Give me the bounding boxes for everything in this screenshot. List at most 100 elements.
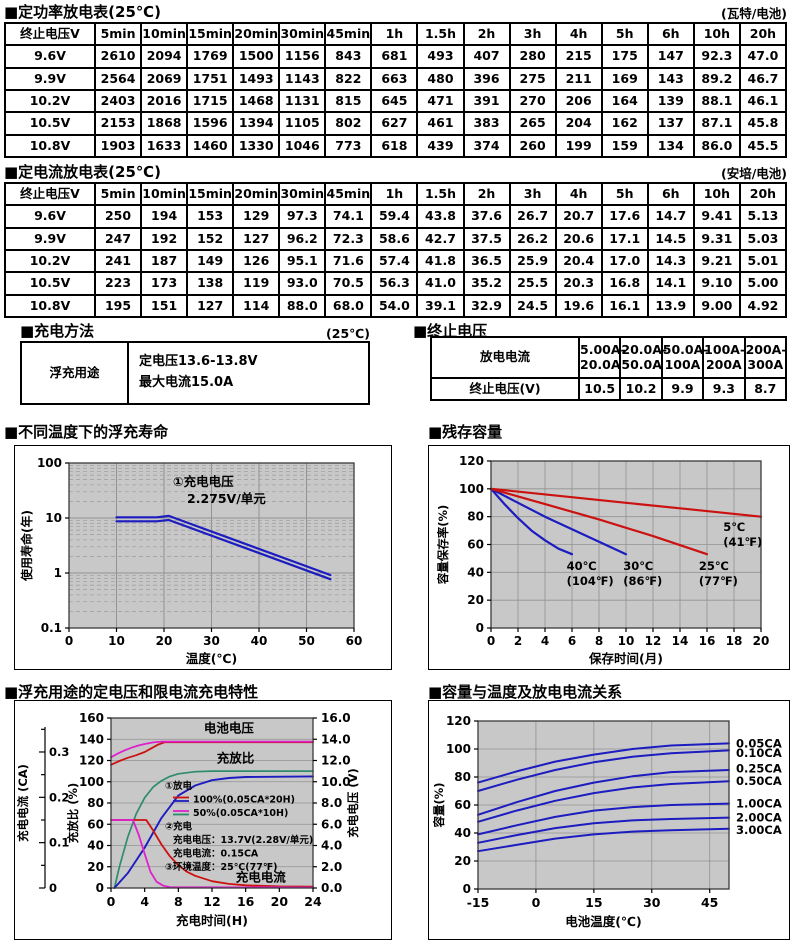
table-cell: 5min: [93, 21, 143, 47]
table-cell: 定电压13.6-13.8V 最大电流15.0A: [127, 341, 370, 405]
svg-text:0: 0: [476, 621, 484, 635]
svg-text:6: 6: [568, 634, 576, 648]
table-cell: 2069: [140, 66, 189, 91]
table-cell: 1156: [278, 44, 327, 69]
table-cell: 88.1: [692, 88, 741, 114]
table-cell: 43.8: [416, 204, 465, 229]
table-cell: 270: [508, 88, 557, 114]
table-cell: 374: [462, 133, 511, 159]
table-cell: 70.5: [324, 271, 373, 296]
table-cell: 19.6: [554, 293, 603, 319]
table-cell: 20.3: [554, 271, 603, 296]
table-cell: 134: [646, 133, 695, 159]
table-cell: 143: [646, 66, 695, 91]
table-cell: 20.6: [554, 226, 603, 251]
table-cell: 45min: [324, 181, 373, 207]
svg-text:120: 120: [79, 754, 104, 768]
table-cell: 280: [508, 44, 557, 69]
table-cell: 5h: [600, 181, 649, 207]
svg-text:②充电: ②充电: [165, 821, 193, 833]
svg-text:10.0: 10.0: [321, 775, 351, 789]
svg-text:2: 2: [514, 634, 522, 648]
table-cell: 59.4: [370, 204, 419, 229]
table-cell: 199: [554, 133, 603, 159]
table-cell: 1.5h: [416, 181, 465, 207]
table-cell: 139: [646, 88, 695, 114]
svg-text:容量(%): 容量(%): [432, 782, 446, 828]
svg-text:160: 160: [79, 711, 104, 725]
table-cell: 126: [232, 248, 281, 274]
svg-text:使用寿命(年): 使用寿命(年): [19, 510, 34, 582]
table-cell: 147: [646, 44, 695, 69]
table-cell: 41.0: [416, 271, 465, 296]
svg-text:10: 10: [45, 511, 62, 525]
svg-text:0: 0: [65, 634, 73, 648]
table-cell: 195: [93, 293, 143, 319]
charge-method-title: ■充电方法: [20, 322, 95, 340]
table-cell: 放电电流: [430, 335, 580, 380]
svg-text:60: 60: [467, 538, 484, 552]
table-cell: 浮充用途: [20, 341, 129, 405]
table-cell: 20.0A- 50.0A: [619, 335, 667, 380]
table-cell: 127: [186, 293, 235, 319]
svg-text:16.0: 16.0: [321, 711, 351, 725]
table-cell: 3h: [508, 21, 557, 47]
charge-characteristic-chart-title: ■浮充用途的定电压和限电流充电特性: [4, 683, 259, 701]
svg-text:6.0: 6.0: [321, 817, 342, 831]
table-cell: 71.6: [324, 248, 373, 274]
svg-text:①充电电压: ①充电电压: [173, 474, 234, 489]
svg-text:2.275V/单元: 2.275V/单元: [187, 491, 266, 506]
svg-text:4: 4: [140, 894, 149, 909]
svg-text:充电电流: 充电电流: [236, 869, 287, 884]
table-cell: 1468: [232, 88, 281, 114]
table-cell: 10h: [692, 181, 741, 207]
table-cell: 17.0: [600, 248, 649, 274]
svg-text:40: 40: [467, 565, 484, 579]
table-cell: 1046: [278, 133, 327, 159]
svg-text:充电电压：13.7V(2.28V/单元): 充电电压：13.7V(2.28V/单元): [173, 834, 313, 846]
table-cell: 89.2: [692, 66, 741, 91]
table-cell: 10.5V: [4, 111, 96, 136]
table-cell: 663: [370, 66, 419, 91]
svg-text:(86℉): (86℉): [623, 574, 662, 588]
table-cell: 5.03: [738, 226, 788, 251]
svg-text:120: 120: [459, 454, 484, 468]
svg-text:0.3: 0.3: [49, 745, 69, 759]
svg-text:100: 100: [37, 456, 62, 470]
svg-text:100: 100: [79, 775, 104, 789]
table-cell: 260: [508, 133, 557, 159]
table-cell: 57.4: [370, 248, 419, 274]
table-cell: 5.13: [738, 204, 788, 229]
residual-capacity-chart: 0 2 4 6 8 10 12 14 16 18 20 0 20 40 60 80 100 120 保存时间(月) 容…: [428, 445, 790, 670]
table-cell: 15min: [186, 21, 235, 47]
svg-text:8: 8: [595, 634, 603, 648]
table-cell: 10.2V: [4, 88, 96, 114]
table-cell: 10.2V: [4, 248, 96, 274]
table-cell: 275: [508, 66, 557, 91]
table-cell: 45min: [324, 21, 373, 47]
table-cell: 681: [370, 44, 419, 69]
table-cell: 92.3: [692, 44, 741, 69]
table-cell: 1143: [278, 66, 327, 91]
table-cell: 1596: [186, 111, 235, 136]
table-cell: 14.1: [646, 271, 695, 296]
table-cell: 17.6: [600, 204, 649, 229]
table-cell: 2153: [93, 111, 143, 136]
table-cell: 645: [370, 88, 419, 114]
table-cell: 153: [186, 204, 235, 229]
float-life-chart-canvas: 0 10 20 30 40 50 60 0.1 1 10 100 温度(℃) 使用寿命(年) ①充电电压 2…: [19, 456, 362, 666]
table-cell: 终止电压(V): [430, 377, 580, 401]
svg-text:40: 40: [87, 839, 104, 853]
table-cell: 56.3: [370, 271, 419, 296]
table-cell: 15min: [186, 181, 235, 207]
svg-text:0.25CA: 0.25CA: [736, 762, 782, 776]
table-cell: 3h: [508, 181, 557, 207]
svg-text:60: 60: [454, 798, 471, 812]
svg-text:充放比 (%): 充放比 (%): [66, 783, 80, 844]
current-discharge-table: 终止电压V 5min 10min 15min 20min 30min 45min 1h 1.5h…: [4, 181, 788, 319]
table-cell: 9.6V: [4, 44, 96, 69]
table-cell: 16.1: [600, 293, 649, 319]
table-cell: 627: [370, 111, 419, 136]
table-cell: 5.00: [738, 271, 788, 296]
table-cell: 41.8: [416, 248, 465, 274]
